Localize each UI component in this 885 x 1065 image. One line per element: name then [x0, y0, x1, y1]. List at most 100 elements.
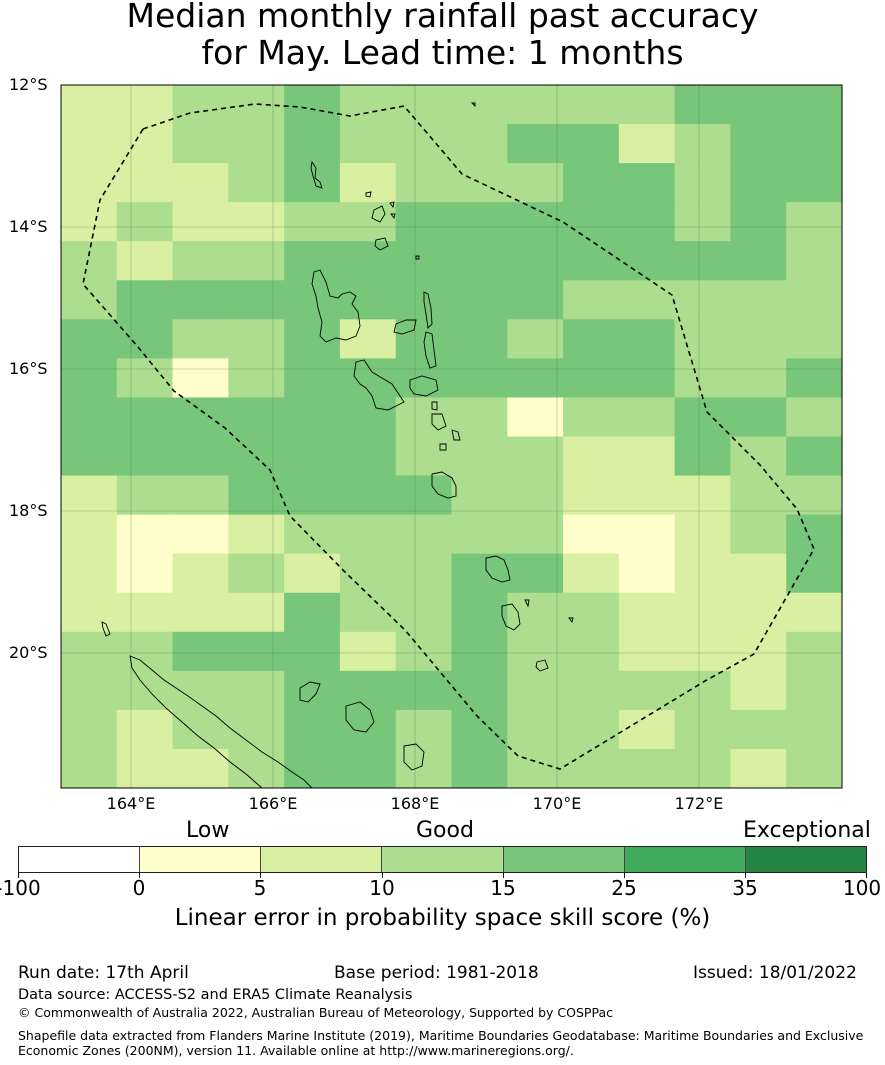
skill-cell: [228, 358, 285, 398]
skill-cell: [786, 592, 843, 633]
skill-cell: [451, 592, 508, 633]
skill-cell: [451, 436, 508, 477]
graticule: [61, 85, 842, 788]
island-small-5: [470, 102, 476, 108]
skill-cell: [674, 280, 731, 320]
skill-cell: [786, 397, 843, 437]
lon-label-166e: 166°E: [248, 794, 298, 813]
skill-cell: [786, 631, 843, 672]
category-exceptional: Exceptional: [743, 818, 871, 843]
skill-cell: [563, 397, 620, 437]
skill-cell: [228, 202, 285, 242]
data-source: Data source: ACCESS-S2 and ERA5 Climate …: [18, 987, 413, 1003]
skill-cell: [618, 241, 676, 281]
skill-cell: [395, 592, 452, 633]
map-frame: [60, 84, 843, 789]
skill-cell: [284, 592, 341, 633]
skill-cell: [228, 709, 285, 750]
skill-cell: [116, 319, 174, 359]
colorbar-tick-label: 25: [611, 876, 637, 900]
skill-cell: [284, 748, 341, 789]
skill-cell: [339, 553, 397, 594]
skill-cell: [618, 85, 676, 125]
skill-cell: [172, 397, 229, 437]
skill-cell: [786, 553, 843, 594]
skill-cell: [451, 319, 508, 359]
skill-cell: [116, 163, 174, 203]
skill-cell: [395, 397, 452, 437]
colorbar-tick-label: 35: [732, 876, 758, 900]
island-small-3: [390, 213, 396, 220]
lon-label-172e: 172°E: [674, 794, 724, 813]
skill-cell: [284, 397, 341, 437]
skill-cell: [172, 280, 229, 320]
skill-cell: [563, 85, 620, 125]
skill-cell: [674, 514, 731, 555]
skill-cell: [507, 592, 564, 633]
skill-cell: [618, 631, 676, 672]
skill-cell: [61, 280, 118, 320]
skill-cell: [451, 241, 508, 281]
skill-cell: [228, 475, 285, 516]
skill-cell: [451, 631, 508, 672]
skill-cell: [172, 163, 229, 203]
skill-cell: [730, 85, 787, 125]
island-new-caledonia: [129, 655, 314, 789]
skill-cell: [228, 670, 285, 711]
island-malekula: [353, 359, 405, 411]
skill-cell: [451, 514, 508, 555]
copyright: © Commonwealth of Australia 2022, Austra…: [18, 1005, 613, 1020]
island-mare: [403, 743, 425, 771]
skill-cell: [284, 163, 341, 203]
skill-cell: [172, 709, 229, 750]
island-tanna: [501, 603, 521, 631]
skill-cell: [284, 553, 341, 594]
island-paama: [431, 401, 438, 411]
skill-cell: [563, 592, 620, 633]
skill-cell: [563, 241, 620, 281]
skill-cell: [674, 475, 731, 516]
skill-cell: [618, 436, 676, 477]
lon-label-170e: 170°E: [532, 794, 582, 813]
skill-cell: [786, 124, 843, 164]
skill-cell: [339, 670, 397, 711]
skill-cell: [339, 436, 397, 477]
skill-cell: [618, 670, 676, 711]
colorbar-tick: [260, 873, 261, 878]
skill-cell: [507, 397, 564, 437]
skill-cell: [339, 358, 397, 398]
chart-title: Median monthly rainfall past accuracy fo…: [0, 0, 885, 71]
skill-cell: [451, 358, 508, 398]
lon-label-164e: 164°E: [106, 794, 156, 813]
skill-cell: [786, 514, 843, 555]
skill-cell: [674, 202, 731, 242]
skill-cell: [618, 709, 676, 750]
skill-cell: [339, 397, 397, 437]
colorbar: [18, 846, 867, 873]
skill-cell: [674, 85, 731, 125]
skill-cell: [228, 553, 285, 594]
skill-cell: [786, 436, 843, 477]
island-belep: [101, 621, 111, 637]
skill-cell: [228, 592, 285, 633]
skill-cell: [507, 280, 564, 320]
skill-cell: [284, 241, 341, 281]
skill-cell: [618, 748, 676, 789]
skill-cell: [284, 709, 341, 750]
skill-cell: [116, 85, 174, 125]
skill-cell: [786, 709, 843, 750]
island-vanua-lava: [371, 205, 386, 223]
lat-label-20s: 20°S: [9, 643, 48, 662]
skill-cell: [563, 514, 620, 555]
skill-cell: [507, 124, 564, 164]
colorbar-segment: [261, 847, 383, 872]
shapefile-credit-line-1: Shapefile data extracted from Flanders M…: [18, 1028, 864, 1043]
lat-label-18s: 18°S: [9, 501, 48, 520]
skill-cell: [618, 475, 676, 516]
skill-cell: [172, 241, 229, 281]
skill-cell: [730, 748, 787, 789]
island-ambrym: [409, 375, 439, 397]
skill-cell: [674, 748, 731, 789]
skill-cell: [172, 358, 229, 398]
skill-cell: [61, 397, 118, 437]
